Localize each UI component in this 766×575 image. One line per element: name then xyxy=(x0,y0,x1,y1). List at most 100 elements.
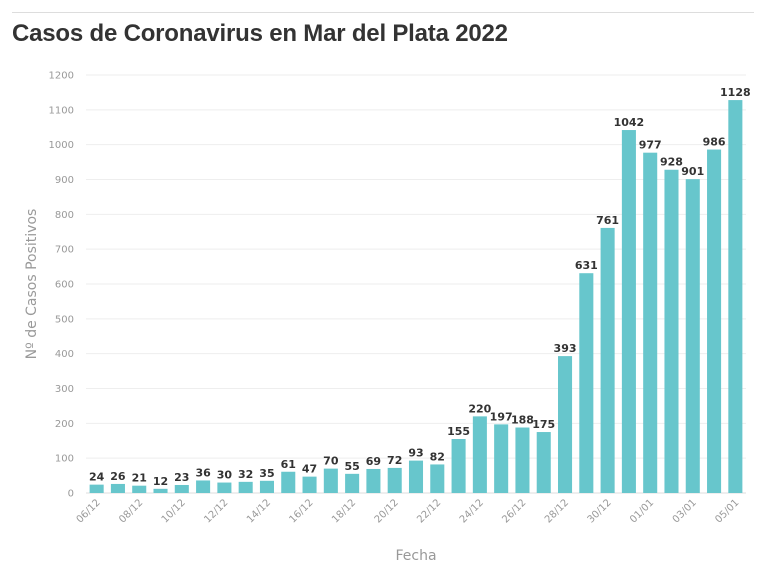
bar xyxy=(366,468,381,493)
data-label: 23 xyxy=(174,471,189,484)
y-tick-label: 1000 xyxy=(49,140,74,151)
y-tick-label: 200 xyxy=(55,419,74,430)
bar xyxy=(664,169,679,493)
data-label: 12 xyxy=(153,475,168,488)
bar xyxy=(643,152,658,493)
data-label: 175 xyxy=(532,418,555,431)
x-tick-label: 26/12 xyxy=(500,497,528,525)
bar xyxy=(196,480,211,493)
data-label: 155 xyxy=(447,425,470,438)
bar xyxy=(621,130,636,493)
data-label: 55 xyxy=(344,460,359,473)
data-label: 69 xyxy=(366,455,381,468)
bar xyxy=(217,482,232,493)
bar xyxy=(558,356,573,493)
x-tick-label: 14/12 xyxy=(245,497,273,525)
data-label: 93 xyxy=(408,447,423,460)
bar xyxy=(515,427,530,493)
data-label: 35 xyxy=(259,467,274,480)
data-label: 36 xyxy=(195,466,211,479)
bar xyxy=(685,179,700,493)
data-label: 61 xyxy=(281,458,296,471)
x-tick-label: 12/12 xyxy=(202,497,230,525)
data-label: 197 xyxy=(490,410,513,423)
y-axis-ticks: 0 100 200 300 400 500 600 700 800 900 1000 1100 1200 xyxy=(49,71,74,500)
bar xyxy=(281,471,296,493)
data-label: 928 xyxy=(660,156,683,169)
x-tick-label: 06/12 xyxy=(75,497,103,525)
y-tick-label: 900 xyxy=(55,175,74,186)
data-label: 1042 xyxy=(614,116,645,129)
x-tick-label: 30/12 xyxy=(586,497,614,525)
bar xyxy=(707,149,722,493)
x-tick-label: 28/12 xyxy=(543,497,571,525)
bar xyxy=(89,484,104,493)
y-tick-label: 400 xyxy=(55,349,74,360)
data-label: 393 xyxy=(554,342,577,355)
data-label: 47 xyxy=(302,463,317,476)
data-label: 72 xyxy=(387,454,402,467)
x-tick-label: 18/12 xyxy=(330,497,358,525)
y-tick-label: 800 xyxy=(55,210,74,221)
bar xyxy=(579,273,594,493)
top-divider xyxy=(12,12,754,13)
x-tick-label: 08/12 xyxy=(117,497,145,525)
y-tick-label: 600 xyxy=(55,280,74,291)
bar xyxy=(387,467,402,493)
bar xyxy=(238,481,253,493)
data-label: 21 xyxy=(132,472,147,485)
bar xyxy=(472,416,487,493)
grid-lines xyxy=(86,74,746,494)
data-label: 977 xyxy=(639,139,662,152)
data-label: 70 xyxy=(323,455,339,468)
bar xyxy=(132,485,147,493)
data-label: 761 xyxy=(596,214,619,227)
bar xyxy=(408,460,424,493)
bar xyxy=(728,100,743,493)
bar xyxy=(451,439,466,493)
x-tick-label: 24/12 xyxy=(458,497,486,525)
bar xyxy=(302,476,317,493)
data-label: 901 xyxy=(681,165,704,178)
x-tick-label: 22/12 xyxy=(415,497,443,525)
data-label: 24 xyxy=(89,471,105,484)
x-tick-label: 03/01 xyxy=(671,497,699,525)
x-tick-label: 05/01 xyxy=(713,497,741,525)
y-tick-label: 100 xyxy=(55,454,74,465)
y-tick-label: 300 xyxy=(55,384,74,395)
data-label: 26 xyxy=(110,470,126,483)
x-tick-label: 20/12 xyxy=(373,497,401,525)
x-axis-title: Fecha xyxy=(395,548,436,564)
bar xyxy=(430,464,445,493)
bars xyxy=(89,100,743,493)
bar xyxy=(174,484,189,493)
x-axis-ticks: 06/12 08/12 10/12 12/12 14/12 16/12 18/12 20/12… xyxy=(75,497,742,525)
data-label: 82 xyxy=(430,450,445,463)
y-tick-label: 500 xyxy=(55,314,74,325)
y-tick-label: 1200 xyxy=(49,71,74,82)
bar xyxy=(153,488,168,493)
bar xyxy=(345,473,360,493)
data-label: 188 xyxy=(511,414,534,427)
y-axis-title: Nº de Casos Positivos xyxy=(24,209,40,360)
data-label: 30 xyxy=(217,469,233,482)
x-tick-label: 16/12 xyxy=(288,497,316,525)
bar xyxy=(110,483,125,493)
data-label: 986 xyxy=(703,136,726,149)
data-label: 1128 xyxy=(720,86,751,99)
y-tick-label: 700 xyxy=(55,245,74,256)
data-label: 220 xyxy=(468,402,491,415)
bar xyxy=(536,432,551,493)
bar xyxy=(600,227,615,493)
y-tick-label: 1100 xyxy=(49,105,74,116)
chart-title: Casos de Coronavirus en Mar del Plata 20… xyxy=(12,20,508,47)
x-tick-label: 01/01 xyxy=(628,497,656,525)
bar xyxy=(323,468,338,493)
data-label: 32 xyxy=(238,468,253,481)
bar xyxy=(494,424,509,493)
x-tick-label: 10/12 xyxy=(160,497,188,525)
data-label: 631 xyxy=(575,259,598,272)
bar xyxy=(259,480,274,493)
